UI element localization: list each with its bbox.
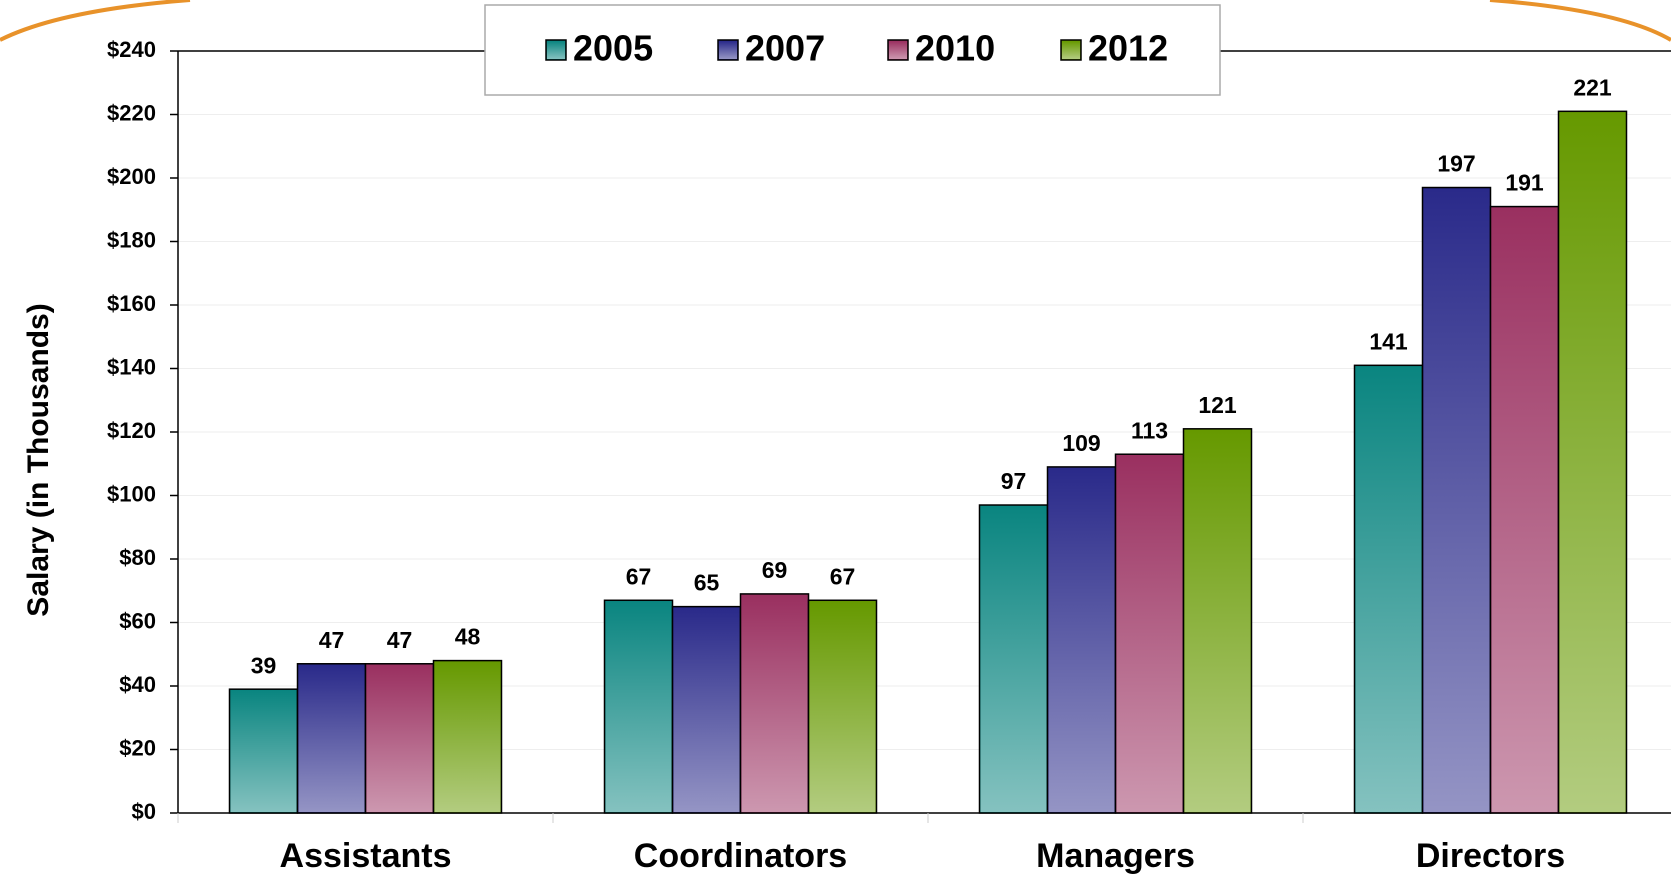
- y-tick-label: $20: [119, 735, 156, 760]
- x-tick-label: Assistants: [280, 837, 452, 875]
- bar-sheen: [673, 607, 740, 812]
- bar-sheen: [1355, 366, 1422, 812]
- bar-sheen: [434, 661, 501, 812]
- y-tick-label: $40: [119, 672, 156, 697]
- bar-sheen: [298, 664, 365, 812]
- bar-sheen: [980, 506, 1047, 812]
- y-tick-label: $140: [107, 354, 156, 379]
- legend-sheen: [719, 41, 737, 59]
- value-label: 121: [1198, 392, 1237, 418]
- legend-box: [484, 4, 1221, 96]
- bar-sheen: [1048, 467, 1115, 812]
- value-label: 39: [251, 652, 277, 678]
- value-label: 69: [762, 557, 788, 583]
- value-label: 191: [1505, 170, 1544, 196]
- value-label: 113: [1131, 417, 1168, 443]
- value-label: 141: [1369, 328, 1408, 354]
- bar-sheen: [1423, 188, 1490, 812]
- bar-sheen: [741, 594, 808, 812]
- value-label: 65: [694, 570, 720, 596]
- y-tick-label: $200: [107, 164, 156, 189]
- decor-arc: [1489, 0, 1671, 42]
- y-tick-label: $100: [107, 481, 156, 506]
- legend-sheen: [547, 41, 565, 59]
- y-axis-label: Salary (in Thousands): [22, 303, 55, 616]
- value-label: 47: [387, 627, 413, 653]
- value-label: 67: [830, 563, 856, 589]
- bar-sheen: [1184, 429, 1251, 812]
- legend-label: 2005: [573, 28, 653, 69]
- bar-sheen: [809, 601, 876, 812]
- value-label: 47: [319, 627, 345, 653]
- x-tick-label: Directors: [1416, 837, 1565, 875]
- legend-label: 2012: [1088, 28, 1168, 69]
- legend-label: 2007: [745, 28, 825, 69]
- y-tick-label: $180: [107, 227, 156, 252]
- bar-sheen: [1491, 207, 1558, 812]
- value-label: 197: [1437, 151, 1475, 177]
- x-tick-label: Managers: [1036, 837, 1195, 875]
- legend-label: 2010: [915, 28, 995, 69]
- value-label: 48: [455, 624, 481, 650]
- y-tick-label: $220: [107, 100, 156, 125]
- x-tick-label: Coordinators: [634, 837, 847, 875]
- decor-arc: [0, 0, 191, 42]
- value-label: 97: [1001, 468, 1027, 494]
- bar-sheen: [1116, 455, 1183, 812]
- bar-sheen: [230, 690, 297, 812]
- bar-sheen: [1559, 112, 1626, 812]
- value-label: 221: [1573, 74, 1612, 100]
- value-label: 109: [1062, 430, 1100, 456]
- bar-sheen: [366, 664, 433, 812]
- y-tick-label: $0: [132, 799, 156, 824]
- y-tick-label: $240: [107, 37, 156, 62]
- y-tick-label: $160: [107, 291, 156, 316]
- legend-sheen: [889, 41, 907, 59]
- legend-sheen: [1062, 41, 1080, 59]
- value-label: 67: [626, 563, 652, 589]
- y-tick-label: $120: [107, 418, 156, 443]
- y-tick-label: $60: [119, 608, 156, 633]
- y-tick-label: $80: [119, 545, 156, 570]
- bar-sheen: [605, 601, 672, 812]
